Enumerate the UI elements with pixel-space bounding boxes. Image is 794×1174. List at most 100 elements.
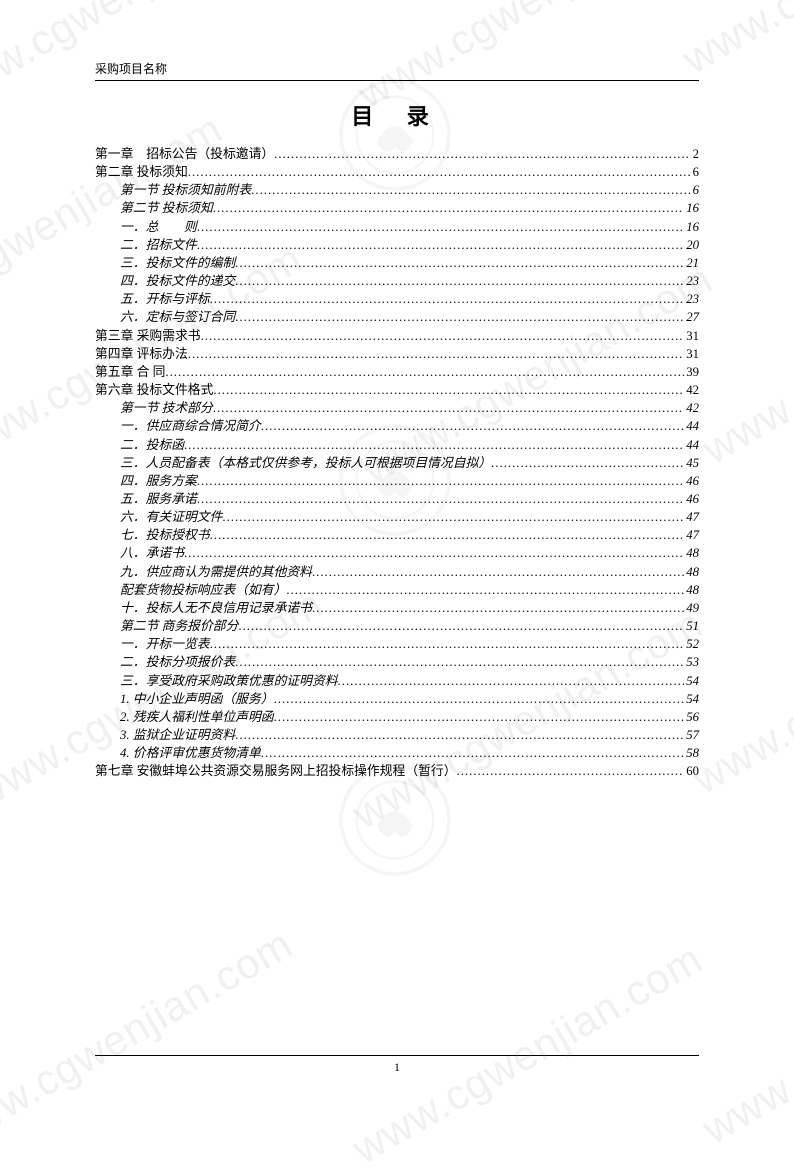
toc-entry: 三．享受政府采购政策优惠的证明资料54 bbox=[95, 672, 699, 690]
toc-dots bbox=[201, 327, 685, 345]
table-of-contents: 第一章 招标公告（投标邀请）2第二章 投标须知6第一节 投标须知前附表6第二节 … bbox=[95, 145, 699, 780]
toc-dots bbox=[213, 381, 684, 399]
toc-entry: 十．投标人无不良信用记录承诺书49 bbox=[95, 599, 699, 617]
toc-entry: 一．开标一览表52 bbox=[95, 635, 699, 653]
toc-dots bbox=[184, 436, 684, 454]
toc-entry-page: 48 bbox=[684, 581, 699, 599]
toc-entry-label: 四．投标文件的递交 bbox=[120, 272, 235, 290]
toc-dots bbox=[274, 145, 690, 163]
toc-entry: 第二节 商务报价部分51 bbox=[95, 617, 699, 635]
toc-entry-page: 16 bbox=[684, 199, 699, 217]
toc-entry-page: 6 bbox=[691, 181, 699, 199]
toc-entry: 二．投标分项报价表 53 bbox=[95, 653, 699, 671]
toc-entry: 一．供应商综合情况简介44 bbox=[95, 417, 699, 435]
toc-entry-label: 第二章 投标须知 bbox=[95, 163, 188, 181]
toc-dots bbox=[312, 599, 684, 617]
toc-dots bbox=[235, 308, 684, 326]
toc-entry: 八．承诺书48 bbox=[95, 544, 699, 562]
toc-entry: 三．人员配备表（本格式仅供参考，投标人可根据项目情况自拟） 45 bbox=[95, 454, 699, 472]
toc-entry: 第一章 招标公告（投标邀请）2 bbox=[95, 145, 699, 163]
toc-entry-label: 4. 价格评审优惠货物清单 bbox=[120, 744, 261, 762]
toc-entry-label: 二．招标文件 bbox=[120, 236, 197, 254]
toc-entry-page: 46 bbox=[684, 490, 699, 508]
page-footer: 1 bbox=[0, 1055, 794, 1075]
toc-dots bbox=[197, 218, 684, 236]
toc-entry: 3. 监狱企业证明资料57 bbox=[95, 726, 699, 744]
toc-entry-page: 46 bbox=[684, 472, 699, 490]
toc-entry-page: 54 bbox=[684, 672, 699, 690]
toc-dots bbox=[188, 345, 684, 363]
toc-entry: 第三章 采购需求书 31 bbox=[95, 327, 699, 345]
toc-entry-page: 47 bbox=[684, 508, 699, 526]
toc-entry: 1. 中小企业声明函（服务） 54 bbox=[95, 690, 699, 708]
toc-entry-page: 52 bbox=[684, 635, 699, 653]
toc-entry-label: 七．投标授权书 bbox=[120, 526, 210, 544]
toc-entry-page: 23 bbox=[684, 272, 699, 290]
toc-entry-page: 60 bbox=[684, 762, 699, 780]
toc-dots bbox=[235, 272, 684, 290]
toc-dots bbox=[235, 254, 684, 272]
toc-entry-page: 57 bbox=[684, 726, 699, 744]
toc-entry: 四．服务方案 46 bbox=[95, 472, 699, 490]
toc-entry-label: 四．服务方案 bbox=[120, 472, 197, 490]
toc-dots bbox=[238, 617, 684, 635]
toc-entry: 四．投标文件的递交 23 bbox=[95, 272, 699, 290]
toc-entry-label: 配套货物投标响应表（如有） bbox=[120, 581, 286, 599]
toc-entry-page: 45 bbox=[684, 454, 699, 472]
toc-dots bbox=[251, 181, 690, 199]
toc-dots bbox=[213, 399, 684, 417]
toc-entry-page: 42 bbox=[684, 399, 699, 417]
toc-dots bbox=[491, 454, 684, 472]
toc-entry-label: 二．投标函 bbox=[120, 436, 184, 454]
toc-dots bbox=[210, 635, 685, 653]
toc-entry-page: 48 bbox=[684, 563, 699, 581]
toc-entry-page: 54 bbox=[684, 690, 699, 708]
toc-entry-label: 1. 中小企业声明函（服务） bbox=[120, 690, 274, 708]
footer-line bbox=[95, 1055, 699, 1056]
toc-entry: 七．投标授权书47 bbox=[95, 526, 699, 544]
toc-dots bbox=[261, 744, 684, 762]
toc-entry-page: 20 bbox=[684, 236, 699, 254]
header-text: 采购项目名称 bbox=[95, 62, 167, 76]
toc-entry: 2. 残疾人福利性单位声明函56 bbox=[95, 708, 699, 726]
toc-entry: 第二章 投标须知 6 bbox=[95, 163, 699, 181]
toc-entry: 第四章 评标办法31 bbox=[95, 345, 699, 363]
toc-entry: 五．开标与评标23 bbox=[95, 290, 699, 308]
toc-entry: 第五章 合 同39 bbox=[95, 363, 699, 381]
toc-dots bbox=[235, 726, 684, 744]
toc-entry: 二．投标函 44 bbox=[95, 436, 699, 454]
toc-entry-page: 58 bbox=[684, 744, 699, 762]
toc-dots bbox=[197, 490, 684, 508]
toc-entry-page: 48 bbox=[684, 544, 699, 562]
toc-entry-page: 51 bbox=[684, 617, 699, 635]
toc-dots bbox=[235, 653, 684, 671]
toc-entry-page: 53 bbox=[684, 653, 699, 671]
toc-entry: 二．招标文件 20 bbox=[95, 236, 699, 254]
toc-entry-label: 三．人员配备表（本格式仅供参考，投标人可根据项目情况自拟） bbox=[120, 454, 491, 472]
toc-entry-label: 五．服务承诺 bbox=[120, 490, 197, 508]
toc-entry-label: 三．投标文件的编制 bbox=[120, 254, 235, 272]
toc-entry-label: 六．定标与签订合同 bbox=[120, 308, 235, 326]
toc-dots bbox=[286, 581, 684, 599]
toc-entry: 三．投标文件的编制21 bbox=[95, 254, 699, 272]
toc-entry-label: 第七章 安徽蚌埠公共资源交易服务网上招投标操作规程（暂行） bbox=[95, 762, 457, 780]
toc-dots bbox=[197, 236, 684, 254]
toc-entry-page: 44 bbox=[684, 436, 699, 454]
toc-entry: 九．供应商认为需提供的其他资料48 bbox=[95, 563, 699, 581]
toc-entry-label: 第五章 合 同 bbox=[95, 363, 165, 381]
watermark-text: www.cgwenjian.com bbox=[694, 914, 794, 1153]
toc-entry-label: 一．总 则 bbox=[120, 218, 197, 236]
toc-dots bbox=[338, 672, 685, 690]
toc-entry-label: 第二节 投标须知 bbox=[120, 199, 213, 217]
toc-dots bbox=[457, 762, 685, 780]
toc-entry-label: 第三章 采购需求书 bbox=[95, 327, 201, 345]
toc-entry-page: 6 bbox=[691, 163, 699, 181]
toc-entry-page: 31 bbox=[684, 327, 699, 345]
toc-entry-page: 44 bbox=[684, 417, 699, 435]
toc-entry-label: 二．投标分项报价表 bbox=[120, 653, 235, 671]
toc-entry: 第一节 技术部分42 bbox=[95, 399, 699, 417]
toc-entry: 第一节 投标须知前附表6 bbox=[95, 181, 699, 199]
toc-dots bbox=[274, 690, 685, 708]
toc-title: 目 录 bbox=[95, 99, 699, 131]
watermark-text: www.cgwenjian.com bbox=[344, 934, 710, 1173]
